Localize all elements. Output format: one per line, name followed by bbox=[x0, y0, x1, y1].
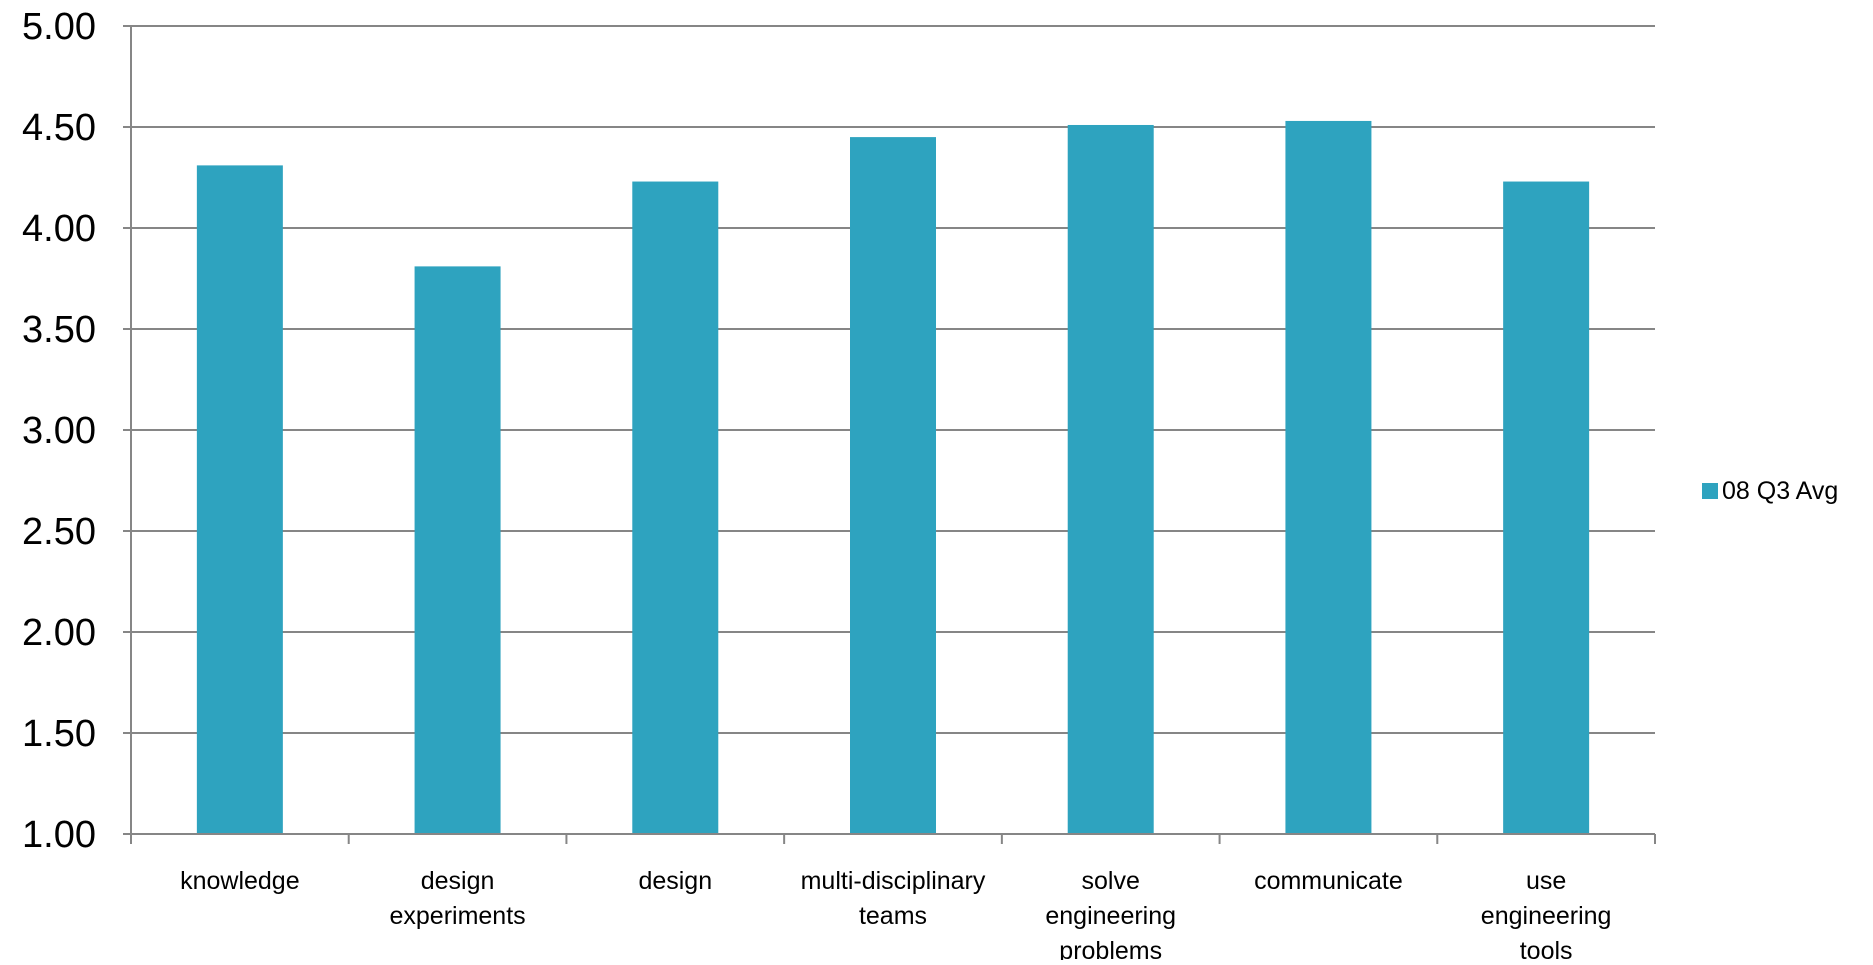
bar bbox=[1285, 120, 1372, 834]
y-tick-label: 2.00 bbox=[22, 612, 96, 654]
x-tick-label: design experiments bbox=[389, 867, 525, 930]
bar bbox=[196, 165, 283, 834]
y-tick-label: 3.50 bbox=[22, 309, 96, 351]
bar bbox=[632, 181, 719, 835]
legend: 08 Q3 Avg bbox=[1702, 477, 1838, 505]
x-tick-label: design bbox=[638, 867, 712, 895]
x-tick-label: use engineering tools bbox=[1481, 867, 1612, 960]
x-tick-label: knowledge bbox=[180, 867, 300, 895]
x-tick-label: communicate bbox=[1254, 867, 1403, 895]
y-axis-tick-labels: 1.00 1.50 2.00 2.50 3.00 3.50 4.00 4.50 5.00 bbox=[22, 6, 96, 856]
x-tick-label: multi-disciplinary teams bbox=[801, 867, 986, 930]
y-tick-label: 1.50 bbox=[22, 713, 96, 755]
bars bbox=[196, 120, 1590, 835]
y-tick-label: 4.50 bbox=[22, 107, 96, 149]
y-tick-label: 3.00 bbox=[22, 410, 96, 452]
axes bbox=[123, 25, 1656, 844]
x-tick-label: solve engineering problems bbox=[1045, 867, 1176, 960]
y-tick-label: 1.00 bbox=[22, 814, 96, 856]
y-tick-label: 2.50 bbox=[22, 511, 96, 553]
y-tick-label: 4.00 bbox=[22, 208, 96, 250]
y-tick-label: 5.00 bbox=[22, 6, 96, 48]
x-axis-tick-labels: knowledge design experiments design multi-di… bbox=[180, 867, 1612, 965]
bar bbox=[1503, 181, 1590, 835]
bar bbox=[850, 137, 936, 835]
legend-label: 08 Q3 Avg bbox=[1722, 477, 1838, 505]
bar bbox=[414, 266, 501, 834]
bar bbox=[1067, 124, 1154, 835]
legend-swatch bbox=[1702, 483, 1718, 499]
